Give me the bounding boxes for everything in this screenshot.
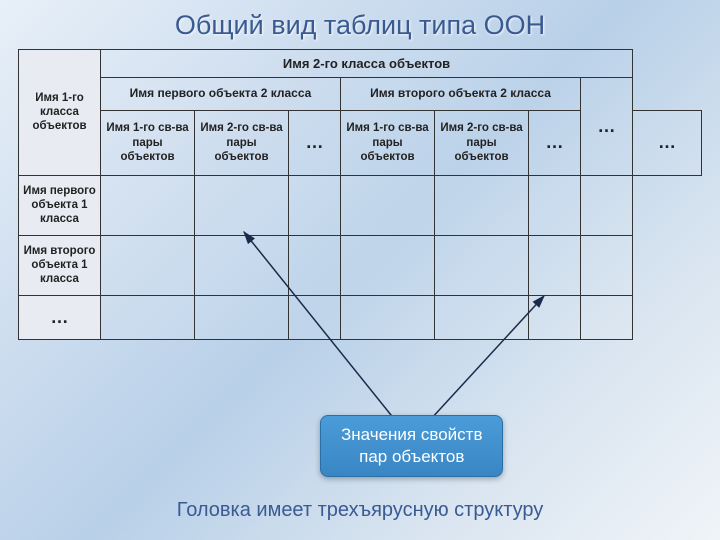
prop-ellipsis: …: [633, 110, 702, 176]
table-row: Имя первого объекта 1 класса: [19, 176, 702, 236]
table-row: Имя второго объекта 1 класса: [19, 236, 702, 296]
col1-header: Имя 1-го класса объектов: [19, 50, 101, 176]
page-title: Общий вид таблиц типа ООН: [0, 0, 720, 49]
prop-header: Имя 2-го св-ва пары объектов: [195, 110, 289, 176]
callout-box: Значения свойств пар объектов: [320, 415, 503, 477]
footer-text: Головка имеет трехъярусную структуру: [0, 499, 720, 522]
obj1-class2: Имя первого объекта 2 класса: [101, 78, 341, 111]
top-ellipsis: …: [581, 78, 633, 176]
table-row: …: [19, 296, 702, 340]
callout-line2: пар объектов: [359, 447, 464, 466]
row1-header: Имя первого объекта 1 класса: [19, 176, 101, 236]
callout-line1: Значения свойств: [341, 425, 482, 444]
row3-header: …: [19, 296, 101, 340]
oon-table: Имя 1-го класса объектов Имя 2-го класса…: [18, 49, 702, 340]
prop-header: Имя 2-го св-ва пары объектов: [435, 110, 529, 176]
class2-header: Имя 2-го класса объектов: [101, 50, 633, 78]
obj2-class2: Имя второго объекта 2 класса: [341, 78, 581, 111]
prop-header: Имя 1-го св-ва пары объектов: [101, 110, 195, 176]
prop-ellipsis: …: [529, 110, 581, 176]
table-container: Имя 1-го класса объектов Имя 2-го класса…: [0, 49, 720, 340]
prop-ellipsis: …: [289, 110, 341, 176]
prop-header: Имя 1-го св-ва пары объектов: [341, 110, 435, 176]
row2-header: Имя второго объекта 1 класса: [19, 236, 101, 296]
